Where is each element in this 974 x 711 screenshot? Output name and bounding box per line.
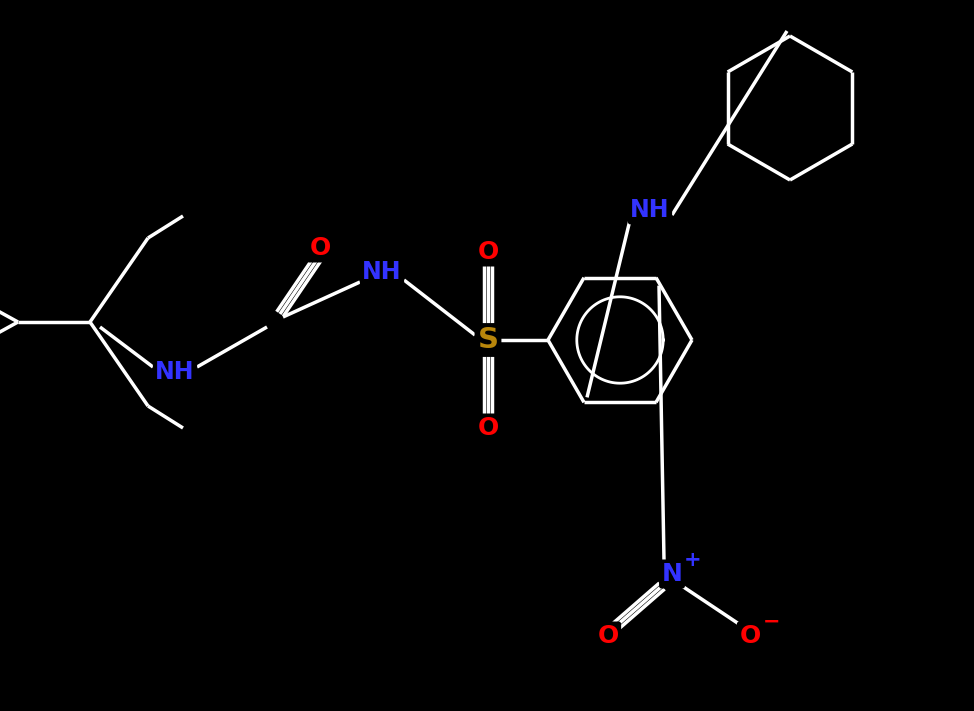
Text: −: − — [763, 612, 780, 632]
Text: NH: NH — [362, 260, 401, 284]
Text: O: O — [477, 240, 499, 264]
Text: NH: NH — [155, 360, 195, 384]
Text: O: O — [597, 624, 618, 648]
Text: O: O — [477, 416, 499, 440]
Text: S: S — [477, 326, 499, 354]
Text: N: N — [661, 562, 683, 586]
Text: +: + — [684, 550, 701, 570]
Text: NH: NH — [630, 198, 670, 222]
Text: O: O — [310, 236, 330, 260]
Text: O: O — [739, 624, 761, 648]
